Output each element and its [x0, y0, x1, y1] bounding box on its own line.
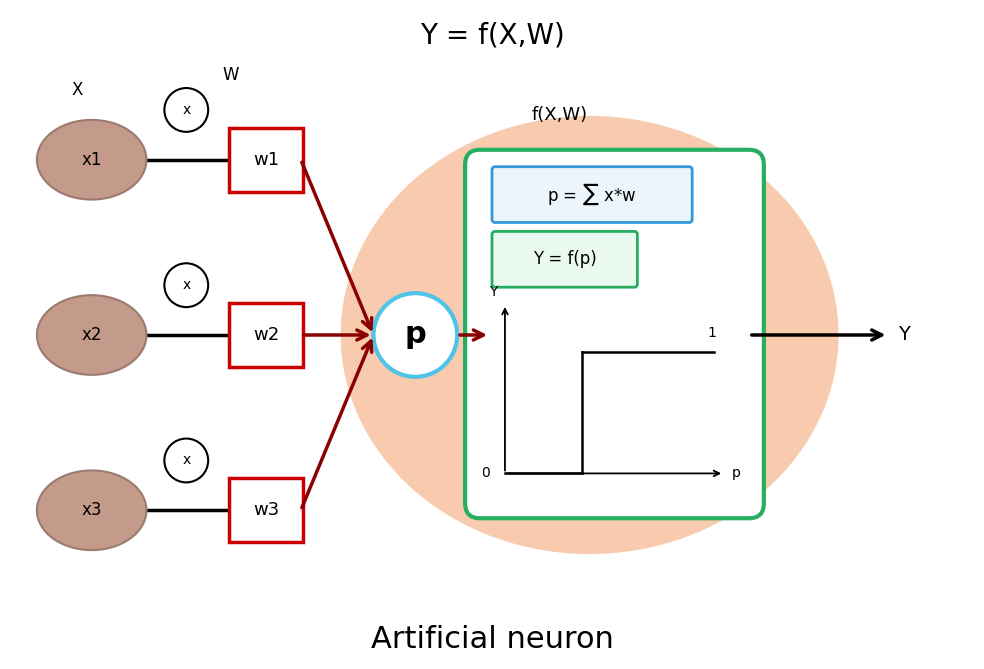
Text: x1: x1 [82, 151, 102, 169]
Circle shape [374, 293, 458, 377]
Text: Artificial neuron: Artificial neuron [371, 626, 613, 654]
FancyBboxPatch shape [492, 167, 692, 223]
Text: x2: x2 [82, 326, 102, 344]
Text: Y = f(X,W): Y = f(X,W) [419, 21, 565, 50]
FancyBboxPatch shape [492, 231, 638, 287]
Circle shape [164, 439, 209, 482]
Ellipse shape [36, 295, 147, 375]
Circle shape [164, 264, 209, 307]
Text: 1: 1 [707, 326, 716, 340]
Circle shape [164, 88, 209, 132]
FancyBboxPatch shape [229, 303, 303, 367]
Text: Y: Y [898, 326, 910, 345]
FancyBboxPatch shape [229, 478, 303, 542]
FancyBboxPatch shape [229, 128, 303, 191]
Text: x: x [182, 278, 190, 292]
Text: Y = f(p): Y = f(p) [532, 250, 596, 268]
Ellipse shape [340, 116, 838, 554]
Text: p: p [732, 466, 741, 480]
FancyBboxPatch shape [465, 150, 764, 518]
Text: X: X [71, 81, 83, 99]
Ellipse shape [36, 120, 147, 199]
Text: 0: 0 [481, 466, 490, 480]
Text: Y: Y [489, 285, 497, 299]
Text: x: x [182, 454, 190, 468]
Text: x: x [182, 103, 190, 117]
Text: x3: x3 [82, 501, 102, 519]
Text: w3: w3 [253, 501, 279, 519]
Text: p: p [404, 320, 426, 349]
Text: W: W [222, 66, 239, 84]
Ellipse shape [36, 470, 147, 550]
Text: f(X,W): f(X,W) [531, 106, 587, 124]
Text: w1: w1 [253, 151, 279, 169]
Text: p = $\sum$ x*w: p = $\sum$ x*w [547, 182, 637, 207]
Text: w2: w2 [253, 326, 279, 344]
